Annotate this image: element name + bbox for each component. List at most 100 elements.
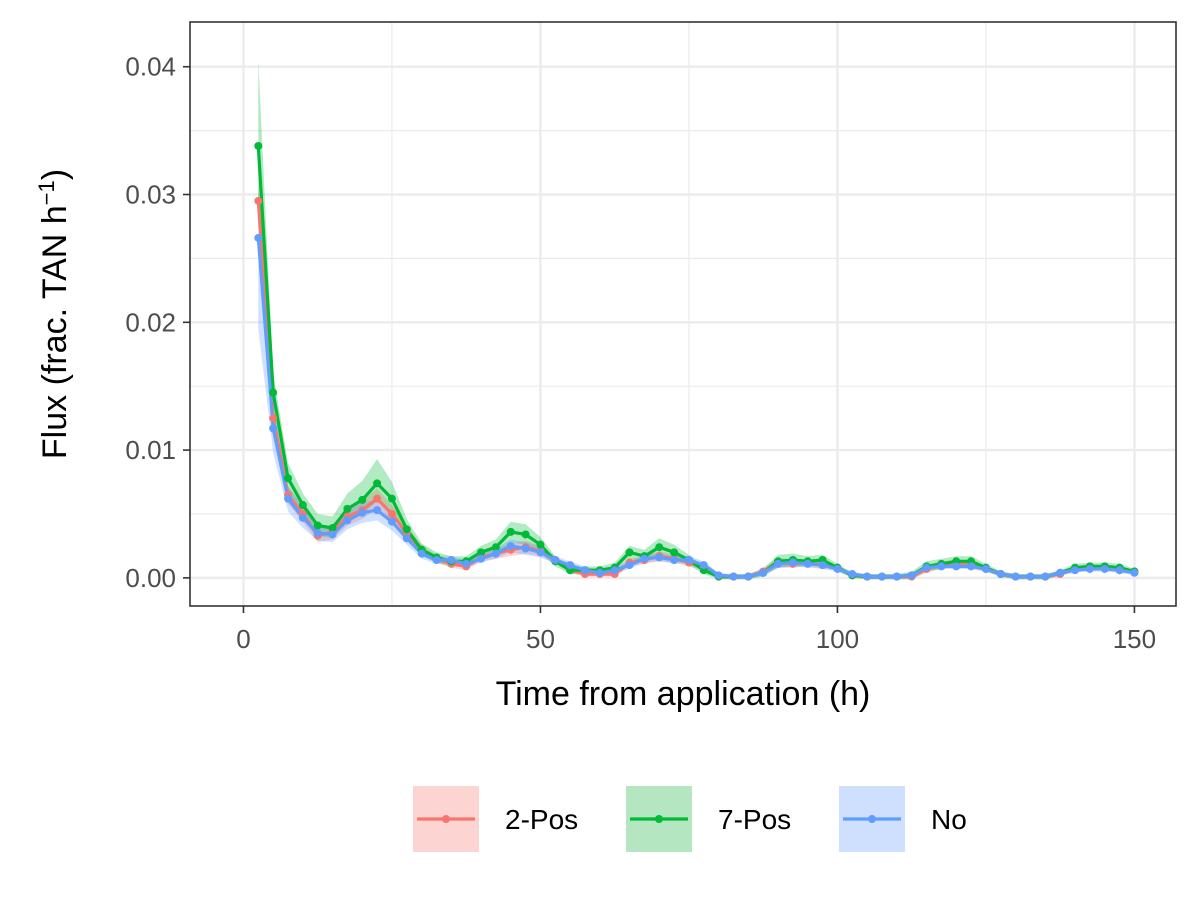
y-tick-label: 0.03 (125, 180, 176, 210)
point-no (774, 559, 783, 568)
point-no (254, 233, 263, 242)
point-no (996, 570, 1005, 579)
point-no (1056, 568, 1065, 577)
point-no (981, 564, 990, 573)
plot-panel (190, 22, 1176, 606)
y-tick-label: 0.00 (125, 563, 176, 593)
legend-point-no (868, 815, 876, 823)
point-no (1115, 566, 1124, 575)
point-7-pos (402, 525, 411, 534)
point-no (759, 568, 768, 577)
point-7-pos (536, 540, 545, 549)
legend-item-no: No (839, 786, 967, 852)
point-no (506, 541, 515, 550)
point-no (610, 566, 619, 575)
point-no (566, 561, 575, 570)
legend-item-2-pos: 2-Pos (413, 786, 578, 852)
y-tick-label: 0.04 (125, 52, 176, 82)
point-no (818, 561, 827, 570)
point-7-pos (254, 141, 263, 150)
x-tick-label: 0 (236, 624, 250, 654)
point-no (387, 517, 396, 526)
point-7-pos (625, 548, 634, 557)
point-no (536, 548, 545, 557)
point-no (477, 554, 486, 563)
point-no (447, 555, 456, 564)
y-axis: 0.00 0.01 0.02 0.03 0.04 (125, 52, 190, 593)
point-7-pos (521, 530, 530, 539)
point-2-pos (387, 509, 396, 518)
point-no (1100, 564, 1109, 573)
series-points (254, 141, 1139, 581)
point-no (432, 555, 441, 564)
point-2-pos (254, 196, 263, 205)
point-no (640, 554, 649, 563)
point-7-pos (387, 494, 396, 503)
point-no (521, 544, 530, 553)
x-tick-label: 50 (526, 624, 555, 654)
y-axis-title-close: ) (36, 169, 74, 180)
x-axis-title: Time from application (h) (496, 675, 871, 713)
point-no (877, 572, 886, 581)
legend-label-no: No (931, 804, 967, 835)
point-no (417, 549, 426, 558)
point-no (595, 568, 604, 577)
point-no (328, 530, 337, 539)
point-no (655, 553, 664, 562)
point-no (269, 424, 278, 433)
point-7-pos (284, 474, 293, 483)
legend: 2-Pos 7-Pos No (413, 786, 967, 852)
point-7-pos (373, 479, 382, 488)
point-no (313, 529, 322, 538)
y-axis-title-main: Flux (frac. TAN h (36, 205, 74, 459)
point-no (684, 555, 693, 564)
point-2-pos (373, 494, 382, 503)
x-tick-label: 100 (816, 624, 859, 654)
minor-gridlines (190, 22, 1176, 606)
point-no (744, 572, 753, 581)
point-no (833, 564, 842, 573)
point-no (551, 555, 560, 564)
point-no (1011, 572, 1020, 581)
point-7-pos (477, 548, 486, 557)
point-no (1130, 568, 1139, 577)
point-no (788, 558, 797, 567)
point-7-pos (491, 543, 500, 552)
point-no (952, 562, 961, 571)
legend-point-2-pos (442, 815, 450, 823)
point-no (937, 562, 946, 571)
point-no (462, 559, 471, 568)
point-7-pos (358, 495, 367, 504)
y-tick-label: 0.02 (125, 307, 176, 337)
point-no (967, 562, 976, 571)
point-7-pos (313, 521, 322, 530)
point-no (907, 571, 916, 580)
legend-label-2-pos: 2-Pos (505, 804, 578, 835)
point-no (848, 570, 857, 579)
point-no (284, 494, 293, 503)
y-axis-title: Flux (frac. TAN h−1) (34, 169, 75, 459)
point-no (580, 566, 589, 575)
legend-item-7-pos: 7-Pos (626, 786, 791, 852)
point-no (343, 516, 352, 525)
point-7-pos (298, 501, 307, 510)
point-no (803, 559, 812, 568)
point-no (1085, 564, 1094, 573)
legend-label-7-pos: 7-Pos (718, 804, 791, 835)
point-no (358, 508, 367, 517)
point-no (922, 563, 931, 572)
point-no (1026, 572, 1035, 581)
point-no (402, 534, 411, 543)
plot-panel-border (189, 21, 1177, 607)
point-no (1041, 572, 1050, 581)
point-no (729, 572, 738, 581)
point-7-pos (269, 388, 278, 397)
point-7-pos (343, 504, 352, 513)
point-no (1071, 566, 1080, 575)
point-no (699, 561, 708, 570)
point-7-pos (670, 548, 679, 557)
point-2-pos (269, 414, 278, 423)
point-no (714, 571, 723, 580)
point-7-pos (506, 527, 515, 536)
